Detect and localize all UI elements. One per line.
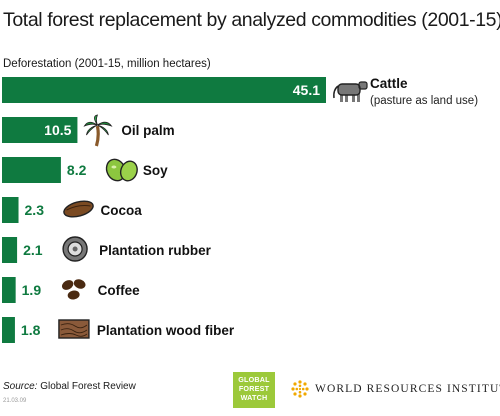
bar-coffee — [2, 277, 16, 303]
soybean-icon — [105, 158, 138, 182]
wri-emblem-icon — [291, 380, 309, 398]
bar-plantation-wood-fiber — [2, 317, 15, 343]
palm-tree-icon — [83, 114, 113, 147]
bar-value-label: 2.3 — [25, 202, 45, 218]
category-label: Plantation rubber — [99, 243, 212, 258]
wood-grain-icon — [58, 319, 90, 339]
bar-cocoa — [2, 197, 19, 223]
bar-soy — [2, 157, 61, 183]
bar-value-label: 1.8 — [21, 322, 41, 338]
gfw-logo-line: GLOBAL — [238, 375, 270, 384]
coffee-beans-icon — [61, 279, 86, 300]
cow-icon — [333, 81, 368, 102]
source-label: Source: — [3, 381, 38, 392]
cocoa-pod-icon — [63, 200, 94, 218]
category-label: Oil palm — [121, 123, 174, 138]
bar-chart: 45.1 Cattle (pasture as land use) 10.5 Oil p… — [2, 76, 478, 343]
figure-code: 21.03.09 — [3, 398, 27, 404]
bar-value-label: 1.9 — [22, 282, 42, 298]
gfw-logo-line: FOREST — [238, 384, 270, 393]
bar-value-label: 8.2 — [67, 162, 87, 178]
chart-subtitle: Deforestation (2001-15, million hectares… — [3, 58, 211, 70]
category-note: (pasture as land use) — [370, 95, 478, 107]
category-label: Soy — [143, 163, 168, 178]
rubber-tire-icon — [62, 236, 88, 262]
chart-title: Total forest replacement by analyzed com… — [3, 9, 500, 31]
category-label: Coffee — [98, 283, 140, 298]
category-label: Cattle — [370, 76, 408, 91]
bar-value-label: 2.1 — [23, 242, 43, 258]
gfw-logo: GLOBAL FOREST WATCH — [233, 372, 275, 408]
bar-cattle — [2, 77, 326, 103]
category-label: Cocoa — [101, 203, 143, 218]
bar-value-label: 45.1 — [293, 82, 320, 98]
gfw-logo-line: WATCH — [240, 393, 268, 402]
source-text: Global Forest Review — [40, 381, 136, 392]
category-label: Plantation wood fiber — [97, 323, 235, 338]
bar-plantation-rubber — [2, 237, 18, 263]
bar-value-label: 10.5 — [44, 122, 71, 138]
source-note: Source: Global Forest Review — [3, 381, 136, 392]
wri-name: WORLD RESOURCES INSTITUTE — [315, 383, 500, 395]
bar-oil-palm — [2, 117, 78, 143]
wri-logo: WORLD RESOURCES INSTITUTE — [290, 378, 500, 400]
